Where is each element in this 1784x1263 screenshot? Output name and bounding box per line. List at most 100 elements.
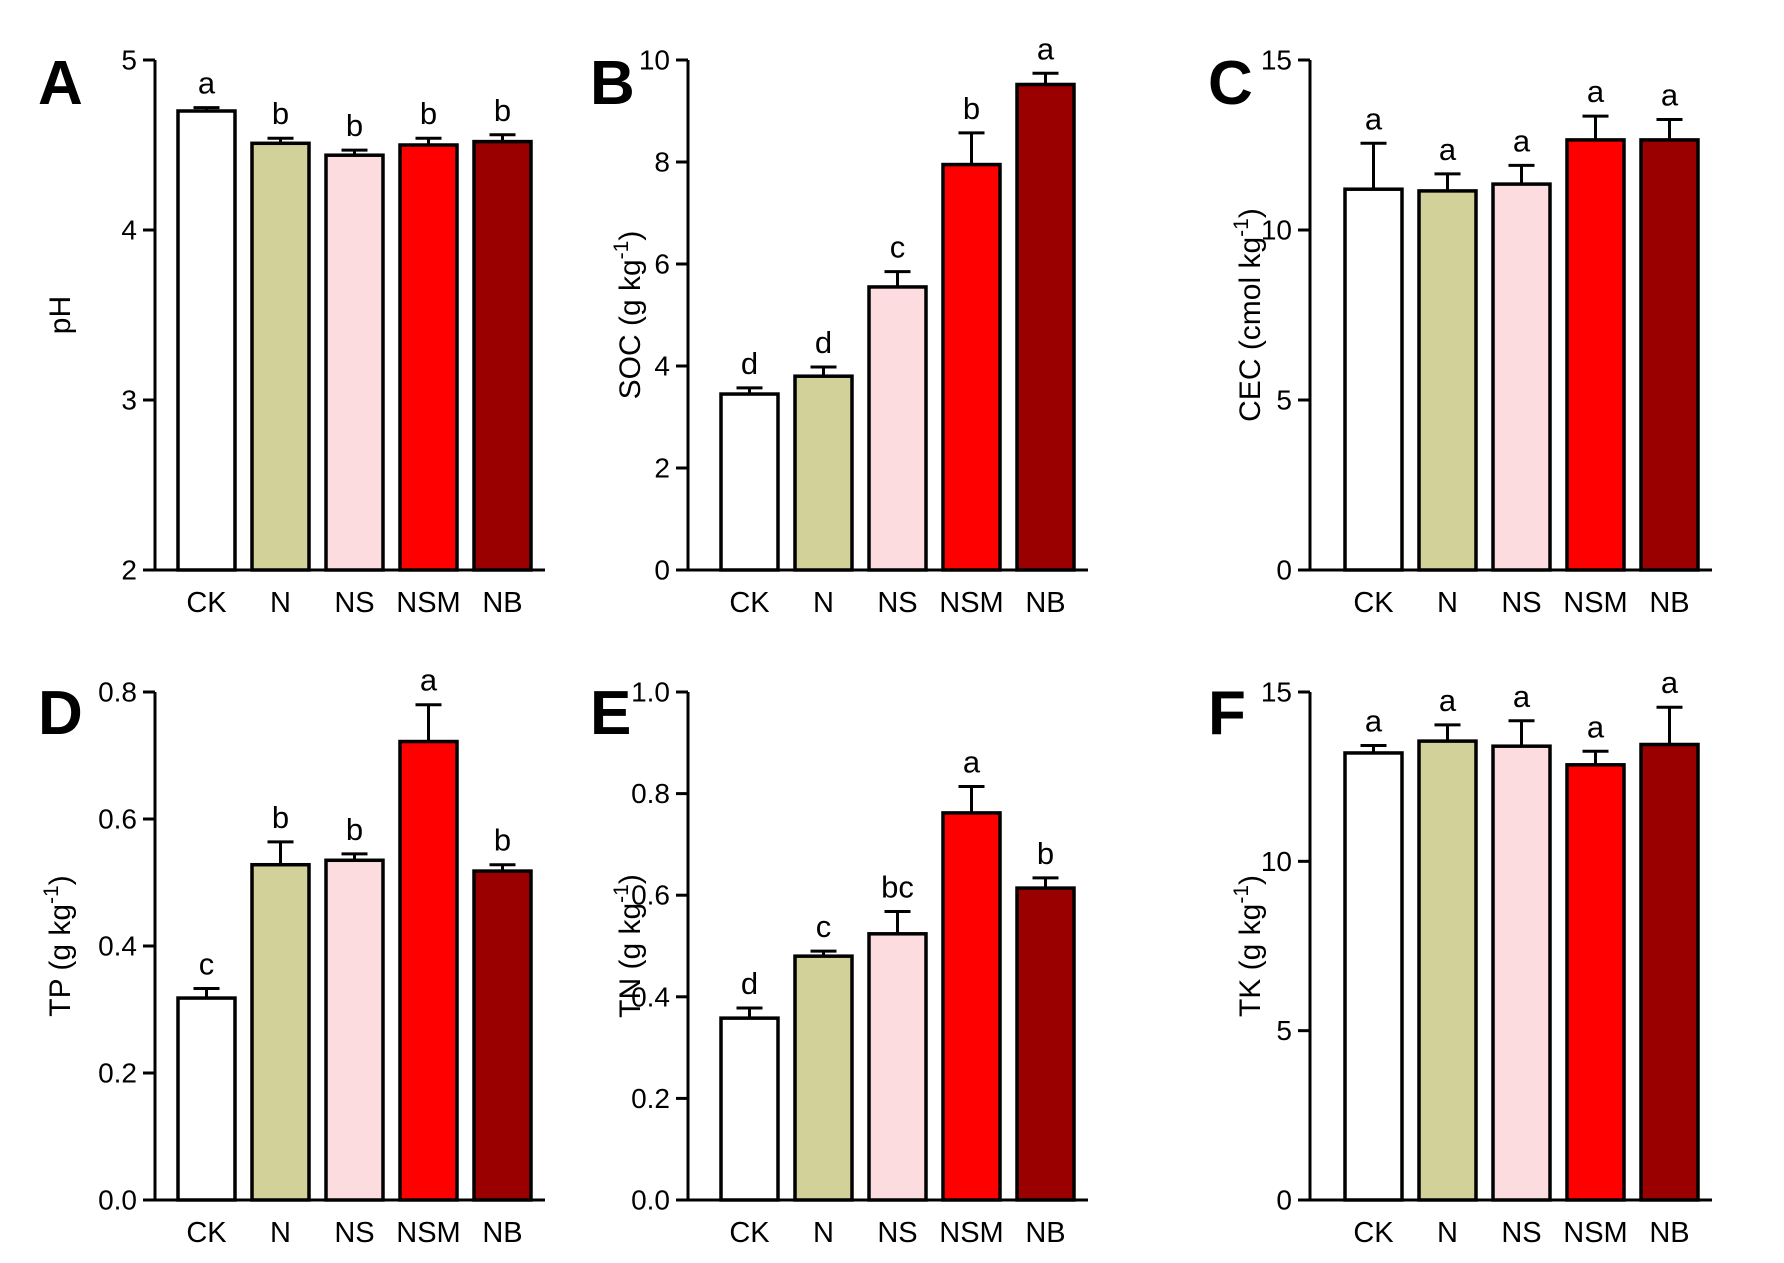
- category-label-b-nb: NB: [1025, 587, 1065, 619]
- panel-label-b: B: [590, 49, 635, 118]
- panel-label-c: C: [1208, 49, 1253, 118]
- panel-label-f: F: [1208, 679, 1246, 748]
- y-tick-label-e-5: 1.0: [631, 677, 670, 708]
- category-label-e-ns: NS: [877, 1217, 917, 1249]
- sig-label-c-nsm: a: [1587, 74, 1605, 109]
- category-label-b-nsm: NSM: [939, 587, 1003, 619]
- y-tick-label-b-3: 6: [654, 249, 670, 280]
- bar-f-ck: [1343, 751, 1404, 1202]
- panel-label-d: D: [38, 679, 83, 748]
- bar-d-nsm: [398, 739, 459, 1202]
- y-axis-title-sup-b: -1: [610, 241, 633, 260]
- category-label-c-ck: CK: [1353, 587, 1394, 619]
- y-tick-label-f-2: 10: [1261, 846, 1292, 877]
- y-axis-title-main-b: SOC (g kg: [614, 259, 647, 399]
- category-label-c-nsm: NSM: [1563, 587, 1627, 619]
- bar-c-n: [1417, 189, 1478, 572]
- sig-label-c-ns: a: [1513, 123, 1531, 158]
- sig-label-b-n: d: [815, 325, 832, 360]
- category-label-d-ns: NS: [334, 1217, 374, 1249]
- bar-f-nsm: [1565, 763, 1626, 1202]
- y-tick-label-b-5: 10: [639, 45, 670, 76]
- sig-label-e-ck: d: [741, 966, 758, 1001]
- bar-b-nsm: [941, 162, 1002, 572]
- y-tick-label-b-1: 2: [654, 453, 670, 484]
- y-axis-title-main-a: pH: [44, 296, 77, 334]
- bar-a-ck: [176, 109, 237, 572]
- bar-d-nb: [472, 869, 533, 1202]
- y-axis-title-d: TP (g kg-1): [40, 875, 77, 1017]
- y-tick-label-f-1: 5: [1276, 1015, 1292, 1046]
- sig-label-f-ns: a: [1513, 679, 1531, 714]
- y-axis-title-e: TN (g kg-1): [610, 874, 647, 1018]
- sig-label-e-nsm: a: [963, 744, 981, 779]
- sig-label-c-ck: a: [1365, 101, 1383, 136]
- category-label-d-nb: NB: [482, 1217, 522, 1249]
- bar-e-nsm: [941, 811, 1002, 1202]
- y-tick-label-b-2: 4: [654, 351, 670, 382]
- y-tick-label-e-1: 0.2: [631, 1083, 670, 1114]
- bar-d-ck: [176, 996, 237, 1202]
- bar-b-nb: [1015, 82, 1076, 572]
- bar-e-ns: [867, 932, 928, 1202]
- category-label-e-nsm: NSM: [939, 1217, 1003, 1249]
- y-axis-title-tail-f: ): [1234, 875, 1267, 885]
- sig-label-e-n: c: [816, 909, 832, 944]
- sig-label-f-n: a: [1439, 683, 1457, 718]
- bar-b-ns: [867, 285, 928, 572]
- category-label-c-ns: NS: [1501, 587, 1541, 619]
- y-tick-label-e-2: 0.4: [631, 981, 670, 1012]
- category-label-f-nb: NB: [1649, 1217, 1689, 1249]
- y-axis-title-main-d: TP (g kg: [44, 904, 77, 1017]
- sig-label-a-nsm: b: [420, 96, 437, 131]
- bar-c-ck: [1343, 187, 1404, 572]
- sig-label-b-ck: d: [741, 346, 758, 381]
- bar-f-nb: [1639, 742, 1700, 1202]
- bar-f-n: [1417, 739, 1478, 1202]
- category-label-c-n: N: [1437, 587, 1458, 619]
- bar-d-n: [250, 862, 311, 1202]
- category-label-e-n: N: [813, 1217, 834, 1249]
- category-label-d-n: N: [270, 1217, 291, 1249]
- y-axis-title-c: CEC (cmol kg-1): [1230, 208, 1267, 422]
- category-label-a-nb: NB: [482, 587, 522, 619]
- bar-c-ns: [1491, 182, 1552, 572]
- y-tick-label-a-1: 3: [121, 385, 137, 416]
- sig-label-d-nsm: a: [420, 663, 438, 698]
- y-axis-title-tail-e: ): [614, 874, 647, 884]
- bar-c-nsm: [1565, 138, 1626, 572]
- y-tick-label-c-0: 0: [1276, 555, 1292, 586]
- y-tick-label-d-0: 0.0: [98, 1185, 137, 1216]
- bar-a-n: [250, 141, 311, 572]
- sig-label-b-nsm: b: [963, 91, 980, 126]
- panel-d: Dc CK b Nb NS a NSM b NB 0.0 0.2 0.4 0.6 0.8 TP (g kg-…: [38, 663, 545, 1249]
- bar-b-n: [793, 374, 854, 572]
- y-tick-label-f-3: 15: [1261, 677, 1292, 708]
- bar-f-ns: [1491, 744, 1552, 1202]
- y-axis-title-main-c: CEC (cmol kg: [1234, 237, 1267, 422]
- sig-label-a-ns: b: [346, 108, 363, 143]
- category-label-a-ck: CK: [186, 587, 227, 619]
- y-axis-title-b: SOC (g kg-1): [610, 231, 647, 400]
- bar-a-nb: [472, 139, 533, 572]
- y-axis-title-main-e: TN (g kg: [614, 903, 647, 1018]
- sig-label-f-ck: a: [1365, 704, 1383, 739]
- y-axis-title-tail-b: ): [614, 231, 647, 241]
- y-tick-label-e-3: 0.6: [631, 880, 670, 911]
- category-label-c-nb: NB: [1649, 587, 1689, 619]
- bar-c-nb: [1639, 138, 1700, 572]
- sig-label-d-n: b: [272, 800, 289, 835]
- sig-label-c-n: a: [1439, 132, 1457, 167]
- y-tick-label-e-0: 0.0: [631, 1185, 670, 1216]
- category-label-b-ns: NS: [877, 587, 917, 619]
- bar-b-ck: [719, 392, 780, 572]
- y-tick-label-c-1: 5: [1276, 385, 1292, 416]
- sig-label-b-ns: c: [890, 230, 906, 265]
- y-tick-label-b-0: 0: [654, 555, 670, 586]
- panel-c: Ca CK a Na NS a NSM a NB 0 5 10 15 CEC (cmol kg-1): [1208, 45, 1712, 619]
- y-tick-label-e-4: 0.8: [631, 778, 670, 809]
- bar-a-ns: [324, 153, 385, 572]
- panel-label-e: E: [590, 679, 631, 748]
- sig-label-d-nb: b: [494, 823, 511, 858]
